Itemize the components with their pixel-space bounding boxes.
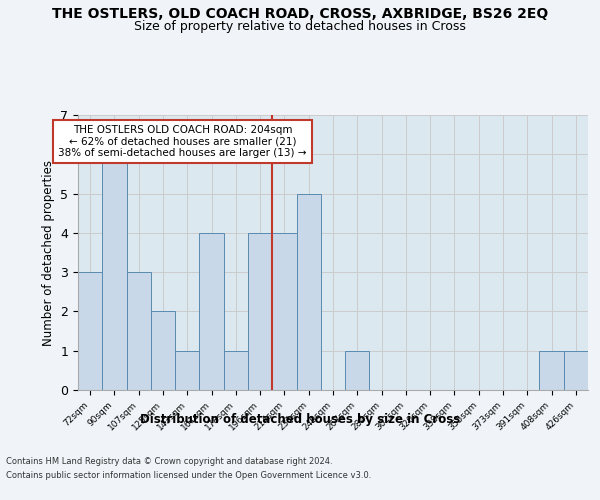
Bar: [248, 233, 272, 390]
Text: Contains HM Land Registry data © Crown copyright and database right 2024.: Contains HM Land Registry data © Crown c…: [6, 458, 332, 466]
Text: THE OSTLERS OLD COACH ROAD: 204sqm
← 62% of detached houses are smaller (21)
38%: THE OSTLERS OLD COACH ROAD: 204sqm ← 62%…: [58, 125, 307, 158]
Bar: [296, 194, 321, 390]
Bar: [102, 154, 127, 390]
Y-axis label: Number of detached properties: Number of detached properties: [42, 160, 55, 346]
Bar: [539, 350, 564, 390]
Bar: [272, 233, 296, 390]
Text: Contains public sector information licensed under the Open Government Licence v3: Contains public sector information licen…: [6, 471, 371, 480]
Bar: [78, 272, 102, 390]
Bar: [151, 312, 175, 390]
Bar: [345, 350, 370, 390]
Bar: [224, 350, 248, 390]
Text: THE OSTLERS, OLD COACH ROAD, CROSS, AXBRIDGE, BS26 2EQ: THE OSTLERS, OLD COACH ROAD, CROSS, AXBR…: [52, 8, 548, 22]
Text: Distribution of detached houses by size in Cross: Distribution of detached houses by size …: [140, 412, 460, 426]
Bar: [127, 272, 151, 390]
Bar: [564, 350, 588, 390]
Bar: [199, 233, 224, 390]
Text: Size of property relative to detached houses in Cross: Size of property relative to detached ho…: [134, 20, 466, 33]
Bar: [175, 350, 199, 390]
